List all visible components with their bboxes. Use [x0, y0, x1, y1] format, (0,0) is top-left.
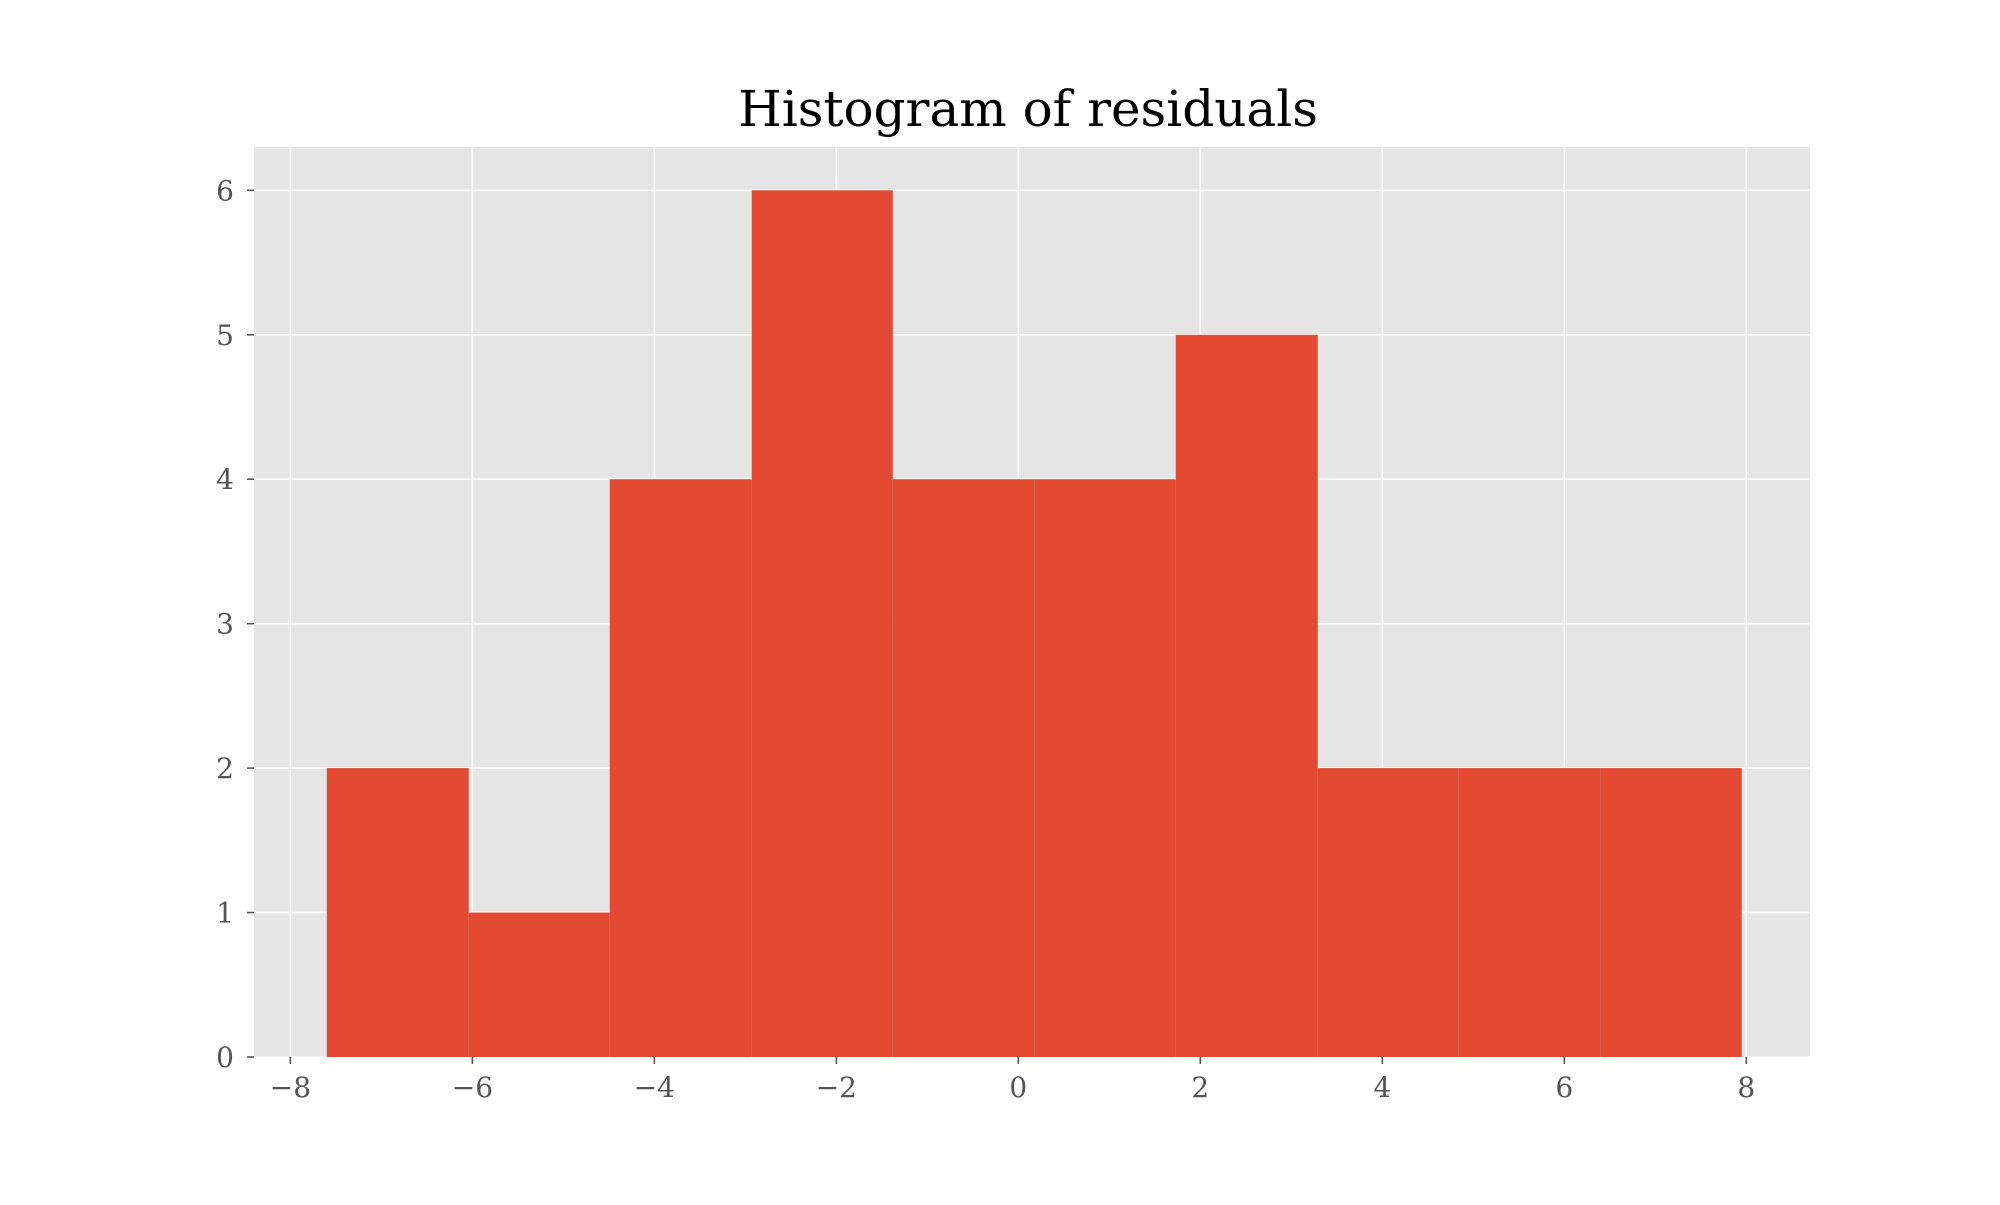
x-tick-label: 6: [1555, 1071, 1573, 1104]
x-tick-label: −2: [816, 1071, 857, 1104]
x-tick-label: −8: [270, 1071, 311, 1104]
histogram-bar: [892, 479, 1035, 1057]
histogram-bar: [468, 912, 610, 1057]
y-tick-label: 4: [216, 463, 234, 496]
histogram-bar: [1175, 334, 1318, 1057]
y-tick-label: 5: [216, 319, 234, 352]
y-tick-label: 1: [216, 897, 234, 930]
x-tick-label: 8: [1737, 1071, 1755, 1104]
histogram-bar: [609, 479, 752, 1057]
x-tick-label: 2: [1191, 1071, 1209, 1104]
x-tick-label: −6: [452, 1071, 493, 1104]
histogram-bar: [1458, 768, 1601, 1057]
y-tick-label: 3: [216, 608, 234, 641]
histogram-bar: [326, 768, 469, 1057]
histogram-bars: [326, 190, 1742, 1058]
axes: −8 −6 −4 −2 0 2 4 6 8 0 1 2 3 4 5 6: [216, 174, 1755, 1104]
y-tick-label: 6: [216, 174, 234, 207]
histogram-bar: [1600, 768, 1742, 1057]
chart-title: Histogram of residuals: [738, 80, 1318, 138]
histogram-bar: [1034, 479, 1176, 1057]
histogram-bar: [1317, 768, 1459, 1057]
x-tick-label: −4: [634, 1071, 675, 1104]
x-tick-label: 0: [1009, 1071, 1027, 1104]
y-tick-label: 2: [216, 752, 234, 785]
y-tick-label: 0: [216, 1041, 234, 1074]
histogram-bar: [751, 190, 893, 1058]
x-tick-label: 4: [1373, 1071, 1391, 1104]
